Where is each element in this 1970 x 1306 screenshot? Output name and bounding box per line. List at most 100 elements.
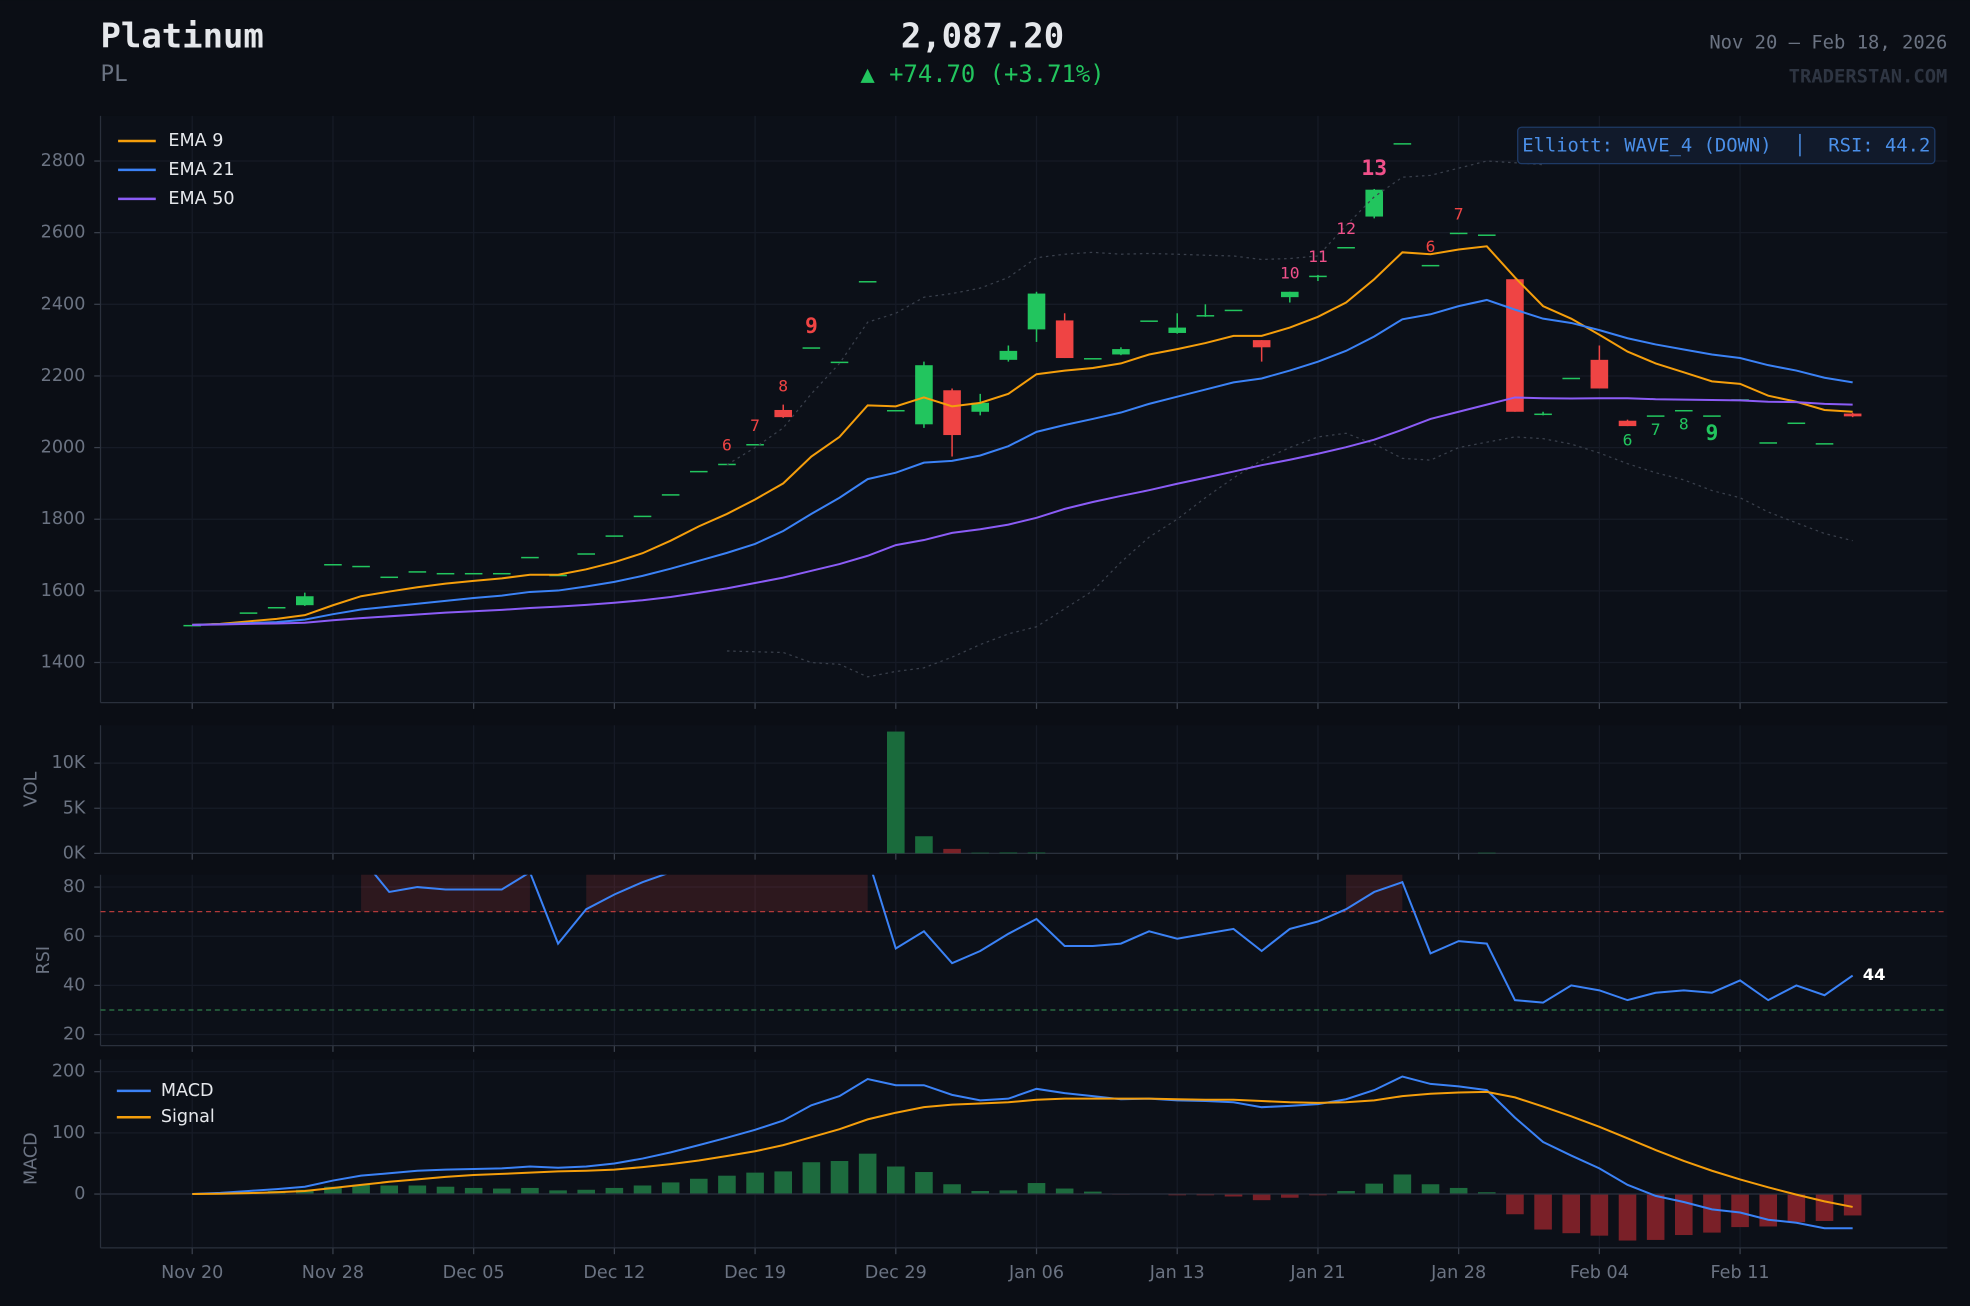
histogram-bar [943, 1184, 961, 1195]
histogram-bar [1478, 1192, 1496, 1195]
histogram-bar [999, 1190, 1018, 1195]
candle-body [183, 624, 202, 627]
ema-line [192, 396, 1853, 626]
candle-body [633, 515, 652, 518]
annotation-box [1517, 126, 1936, 165]
td-count: 13 [1361, 156, 1387, 181]
histogram-bar [1646, 1194, 1665, 1240]
y-tick-label: 100 [52, 1123, 86, 1143]
candle-body [1112, 349, 1130, 355]
candle-body [915, 365, 933, 425]
td-count: 12 [1336, 219, 1356, 238]
candle-body [1646, 415, 1665, 417]
histogram-bar [1590, 1194, 1609, 1236]
x-tick-label: Jan 28 [1430, 1263, 1486, 1283]
histogram-bar [1562, 1194, 1581, 1234]
histogram-bar [521, 1187, 539, 1195]
y-tick-label: 1600 [41, 581, 86, 601]
histogram-bar [464, 1187, 483, 1195]
histogram-bar [830, 1161, 849, 1195]
candle-body [1084, 358, 1102, 360]
histogram-bar [549, 1190, 567, 1195]
candle-body [999, 350, 1018, 360]
candle-body [1618, 420, 1637, 427]
macd-line [192, 1090, 1853, 1208]
candle-body [1027, 293, 1046, 330]
y-tick-label: 60 [63, 926, 85, 946]
candle-body [521, 556, 539, 559]
histogram-bar [1618, 1194, 1637, 1241]
y-tick-label: 5K [63, 798, 86, 818]
legend-label: EMA 50 [168, 189, 234, 209]
y-axis-label: MACD [21, 1132, 41, 1185]
candle-body [1393, 143, 1412, 145]
histogram-bar [1365, 1183, 1384, 1195]
candle-body [1675, 409, 1693, 412]
x-tick-label: Feb 11 [1711, 1263, 1770, 1283]
candle-body [1365, 189, 1384, 217]
y-tick-label: 2800 [41, 151, 86, 171]
y-tick-label: 2000 [41, 438, 86, 458]
candle-body [971, 402, 990, 412]
band-upper [726, 160, 1544, 466]
candle-body [887, 409, 905, 412]
histogram-bar [1281, 1194, 1299, 1198]
legend-label: Signal [161, 1107, 215, 1127]
histogram-bar [408, 1185, 427, 1195]
candle-body [1337, 246, 1355, 249]
candle-body [1534, 413, 1552, 416]
candle-body [267, 606, 286, 609]
price-change: ▲ +74.70 (+3.71%) [860, 60, 1104, 88]
histogram-bar [1055, 1188, 1074, 1195]
candle-body [352, 565, 370, 568]
histogram-bar [1449, 1187, 1468, 1195]
histogram-bar [690, 1178, 708, 1195]
last-price: 2,087.20 [901, 17, 1064, 56]
histogram-bar [493, 1188, 511, 1195]
plot-area: 140016001800200022002400260028000K5K10KV… [21, 115, 1948, 1283]
candle-body [774, 409, 793, 418]
candle-body [1787, 422, 1806, 425]
y-tick-label: 80 [63, 877, 85, 897]
histogram-bar [887, 1166, 905, 1195]
candle-body [1055, 320, 1074, 359]
x-tick-label: Jan 06 [1008, 1263, 1064, 1283]
candle-body [296, 596, 314, 606]
panel [100, 725, 1948, 854]
td-count: 7 [1454, 205, 1464, 224]
candle-body [1478, 234, 1496, 236]
candle-body [1843, 413, 1862, 417]
candle-body [1506, 279, 1524, 412]
candle-body [239, 612, 258, 614]
panel [100, 1059, 1948, 1248]
y-tick-label: 0K [63, 843, 86, 863]
histogram-bar [971, 1190, 990, 1195]
overbought-zone [586, 874, 868, 912]
legend-label: EMA 9 [168, 131, 223, 151]
x-tick-label: Jan 13 [1149, 1263, 1205, 1283]
histogram-bar [436, 1186, 455, 1195]
band-lower [726, 432, 1853, 678]
candle-body [1449, 232, 1468, 235]
y-tick-label: 10K [52, 753, 86, 773]
y-tick-label: 0 [74, 1184, 85, 1204]
candle-body [1815, 443, 1834, 445]
td-count: 9 [1706, 421, 1719, 446]
candle-body [408, 571, 427, 573]
histogram-bar [774, 1171, 793, 1195]
x-tick-label: Dec 29 [865, 1263, 927, 1283]
candle-body [380, 576, 399, 579]
histogram-bar [1759, 1194, 1778, 1227]
watermark: TRADERSTAN.COM [1789, 66, 1948, 87]
histogram-bar [1506, 1194, 1524, 1215]
x-tick-label: Dec 12 [583, 1263, 645, 1283]
candle-body [1168, 327, 1187, 333]
volume-bar [943, 848, 961, 854]
rsi-last-label: 44 [1863, 965, 1886, 984]
candle-body [1140, 320, 1158, 322]
td-count: 10 [1280, 264, 1300, 283]
ema-line [192, 245, 1853, 626]
candle-body [1759, 442, 1778, 444]
td-count: 6 [1623, 431, 1633, 450]
